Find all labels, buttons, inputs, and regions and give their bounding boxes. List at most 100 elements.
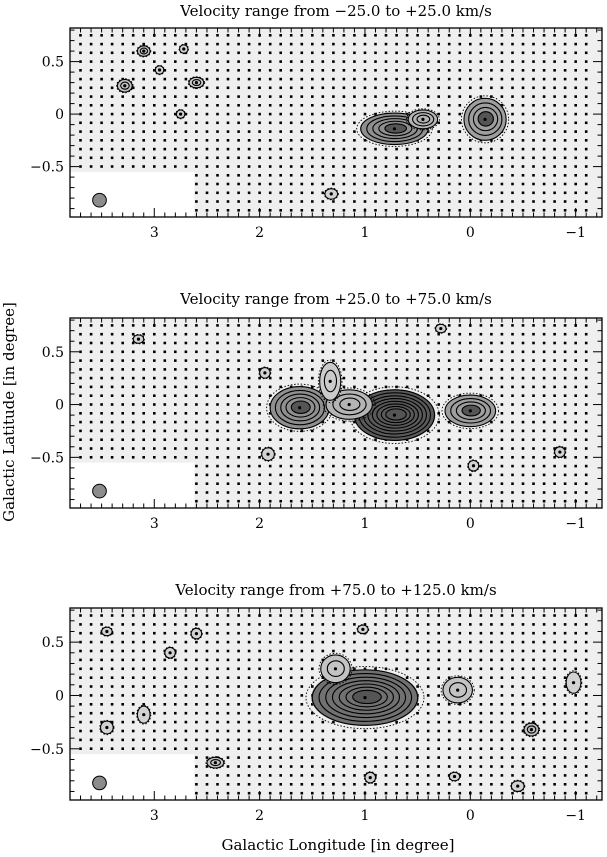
contour-level (455, 401, 486, 420)
sampling-point (563, 658, 567, 662)
sampling-point (258, 783, 261, 786)
sampling-point (416, 191, 419, 195)
sampling-point (384, 464, 388, 468)
sampling-point (458, 394, 462, 397)
sampling-point (416, 658, 419, 662)
sampling-point (258, 456, 261, 459)
sampling-point (205, 112, 209, 116)
sampling-point (268, 499, 272, 503)
sampling-point (563, 332, 567, 336)
sampling-point (268, 104, 272, 107)
sampling-point (479, 324, 483, 327)
sampling-point (153, 60, 156, 63)
sampling-point (563, 34, 567, 37)
sampling-point (247, 147, 251, 151)
sampling-point (279, 385, 282, 389)
sampling-point (184, 104, 188, 107)
sampling-point (532, 147, 535, 151)
sampling-point (100, 95, 103, 98)
sampling-point (458, 385, 462, 389)
sampling-point (89, 95, 93, 98)
sampling-point (574, 376, 577, 380)
sampling-point (490, 69, 493, 72)
peak-marker (421, 117, 425, 121)
sampling-point (521, 191, 525, 195)
sampling-point (521, 676, 525, 679)
sampling-point (553, 747, 556, 750)
sampling-point (121, 368, 124, 371)
sampling-point (363, 456, 367, 459)
sampling-point (100, 42, 103, 46)
sampling-point (405, 623, 409, 626)
sampling-point (289, 341, 293, 345)
sampling-point (142, 121, 145, 125)
sampling-point (479, 658, 483, 662)
sampling-point (479, 182, 483, 186)
sampling-point (563, 499, 567, 503)
sampling-point (247, 729, 251, 733)
sampling-point (321, 473, 325, 477)
sampling-point (216, 747, 219, 750)
sampling-point (216, 368, 219, 371)
sampling-point (405, 774, 409, 777)
y-tick-label: 0 (55, 107, 64, 123)
sampling-point (79, 368, 82, 371)
sampling-point (447, 341, 451, 345)
sampling-point (574, 165, 577, 168)
sampling-point (205, 385, 209, 389)
sampling-point (437, 86, 440, 90)
sampling-point (247, 368, 251, 371)
sampling-point (342, 200, 346, 203)
sampling-point (521, 756, 525, 759)
sampling-point (79, 77, 82, 81)
sampling-point (321, 147, 325, 151)
sampling-point (437, 491, 440, 494)
sampling-point (247, 491, 251, 494)
sampling-point (153, 649, 156, 653)
sampling-point (395, 491, 398, 494)
peak-marker (142, 713, 146, 717)
sampling-point (353, 165, 356, 168)
sampling-point (163, 747, 167, 750)
sampling-point (121, 165, 124, 168)
sampling-point (384, 332, 388, 336)
sampling-point (363, 350, 367, 354)
sampling-point (532, 694, 535, 697)
sampling-point (279, 165, 282, 168)
sampling-point (195, 182, 198, 186)
sampling-point (195, 385, 198, 389)
sampling-point (153, 685, 156, 688)
sampling-point (300, 756, 304, 759)
sampling-point (279, 473, 282, 477)
sampling-point (195, 95, 198, 98)
sampling-point (500, 658, 504, 662)
sampling-point (532, 738, 535, 742)
sampling-point (521, 385, 525, 389)
sampling-point (500, 720, 504, 724)
sampling-point (532, 491, 535, 494)
sampling-point (258, 332, 261, 336)
sampling-point (363, 640, 367, 644)
sampling-point (469, 368, 472, 371)
sampling-point (205, 765, 209, 768)
sampling-point (258, 464, 261, 468)
sampling-point (563, 783, 567, 786)
sampling-point (121, 658, 124, 662)
sampling-point (247, 165, 251, 168)
sampling-point (542, 130, 546, 133)
sampling-point (374, 350, 377, 354)
sampling-point (174, 324, 177, 327)
sampling-point (574, 156, 577, 160)
sampling-point (342, 165, 346, 168)
sampling-point (521, 482, 525, 485)
sampling-point (195, 623, 198, 626)
sampling-point (226, 420, 230, 424)
sampling-point (437, 341, 440, 345)
sampling-point (131, 412, 135, 415)
sampling-point (511, 499, 514, 503)
sampling-point (110, 139, 114, 142)
sampling-point (542, 482, 546, 485)
sampling-point (142, 147, 145, 151)
sampling-point (490, 694, 493, 697)
sampling-point (311, 51, 314, 55)
